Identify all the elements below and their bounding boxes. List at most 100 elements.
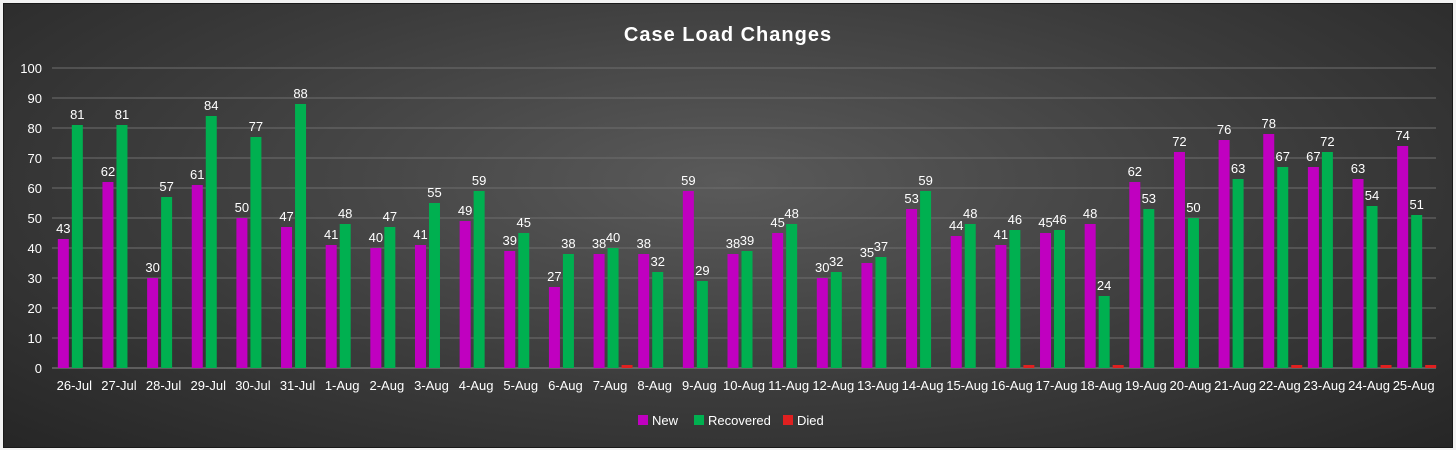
data-label-new: 63 xyxy=(1351,161,1365,176)
bar-recovered xyxy=(1277,167,1289,368)
bar-new xyxy=(1129,182,1141,368)
data-label-recovered: 59 xyxy=(472,173,486,188)
bar-recovered xyxy=(786,224,798,368)
bar-new xyxy=(414,245,426,368)
y-tick-label: 70 xyxy=(28,151,42,166)
data-label-new: 78 xyxy=(1262,116,1276,131)
legend-swatch-recovered xyxy=(694,415,704,425)
bar-recovered xyxy=(1366,206,1378,368)
bar-new xyxy=(548,287,560,368)
data-label-recovered: 57 xyxy=(159,179,173,194)
data-label-recovered: 63 xyxy=(1231,161,1245,176)
bar-recovered xyxy=(562,254,574,368)
bar-recovered xyxy=(339,224,351,368)
data-label-new: 76 xyxy=(1217,122,1231,137)
x-tick-label: 1-Aug xyxy=(325,378,360,393)
bar-new xyxy=(1218,140,1230,368)
data-label-new: 45 xyxy=(770,215,784,230)
data-label-new: 67 xyxy=(1306,149,1320,164)
legend-label-new: New xyxy=(652,413,679,428)
x-tick-label: 11-Aug xyxy=(768,378,809,393)
x-tick-label: 17-Aug xyxy=(1036,378,1078,393)
bar-recovered xyxy=(1321,152,1333,368)
x-tick-label: 7-Aug xyxy=(593,378,628,393)
x-tick-label: 26-Jul xyxy=(57,378,93,393)
data-label-new: 38 xyxy=(592,236,606,251)
y-tick-label: 30 xyxy=(28,271,42,286)
y-tick-label: 10 xyxy=(28,331,42,346)
bar-recovered xyxy=(473,191,485,368)
data-label-new: 49 xyxy=(458,203,472,218)
data-label-recovered: 48 xyxy=(784,206,798,221)
data-label-recovered: 37 xyxy=(874,239,888,254)
data-label-recovered: 24 xyxy=(1097,278,1111,293)
data-label-new: 47 xyxy=(279,209,293,224)
data-label-new: 30 xyxy=(145,260,159,275)
bar-new xyxy=(1352,179,1364,368)
data-label-recovered: 55 xyxy=(427,185,441,200)
legend-label-recovered: Recovered xyxy=(708,413,771,428)
x-tick-label: 24-Aug xyxy=(1348,378,1390,393)
data-label-recovered: 45 xyxy=(517,215,531,230)
bar-new xyxy=(191,185,203,368)
bar-recovered xyxy=(652,272,664,368)
bar-died xyxy=(1380,365,1392,368)
bar-new xyxy=(1263,134,1275,368)
data-label-recovered: 53 xyxy=(1142,191,1156,206)
x-tick-label: 9-Aug xyxy=(682,378,717,393)
data-label-recovered: 47 xyxy=(383,209,397,224)
bar-new xyxy=(995,245,1007,368)
bar-new xyxy=(1397,146,1409,368)
bar-new xyxy=(1084,224,1096,368)
data-label-recovered: 29 xyxy=(695,263,709,278)
bar-died xyxy=(1425,365,1437,368)
x-tick-label: 5-Aug xyxy=(503,378,538,393)
data-label-recovered: 40 xyxy=(606,230,620,245)
x-tick-label: 27-Jul xyxy=(101,378,137,393)
bar-recovered xyxy=(830,272,842,368)
data-label-new: 61 xyxy=(190,167,204,182)
data-label-recovered: 67 xyxy=(1276,149,1290,164)
bar-recovered xyxy=(161,197,173,368)
y-tick-label: 90 xyxy=(28,91,42,106)
bar-new xyxy=(727,254,739,368)
x-tick-label: 13-Aug xyxy=(857,378,899,393)
bar-new xyxy=(325,245,337,368)
y-tick-label: 80 xyxy=(28,121,42,136)
bar-new xyxy=(147,278,159,368)
x-tick-label: 28-Jul xyxy=(146,378,182,393)
x-tick-label: 12-Aug xyxy=(812,378,854,393)
bar-recovered xyxy=(518,233,530,368)
data-label-new: 62 xyxy=(1128,164,1142,179)
bar-recovered xyxy=(1232,179,1244,368)
y-tick-label: 0 xyxy=(35,361,42,376)
bar-new xyxy=(459,221,471,368)
y-tick-label: 20 xyxy=(28,301,42,316)
bar-recovered xyxy=(696,281,708,368)
bar-died xyxy=(1023,365,1035,368)
bar-recovered xyxy=(1054,230,1066,368)
data-label-recovered: 81 xyxy=(115,107,129,122)
x-tick-label: 4-Aug xyxy=(459,378,494,393)
data-label-new: 48 xyxy=(1083,206,1097,221)
x-tick-label: 18-Aug xyxy=(1080,378,1122,393)
data-label-new: 27 xyxy=(547,269,561,284)
data-label-recovered: 51 xyxy=(1409,197,1423,212)
y-tick-label: 50 xyxy=(28,211,42,226)
data-label-new: 41 xyxy=(994,227,1008,242)
data-label-recovered: 46 xyxy=(1008,212,1022,227)
data-label-recovered: 77 xyxy=(249,119,263,134)
bar-new xyxy=(772,233,784,368)
data-label-recovered: 88 xyxy=(293,86,307,101)
data-label-new: 74 xyxy=(1395,128,1409,143)
bar-recovered xyxy=(295,104,307,368)
bar-chart: Case Load Changes 0 10 20 30 40 50 60 70 80 90 100 4… xyxy=(20,24,1437,428)
data-label-new: 43 xyxy=(56,221,70,236)
bar-died xyxy=(1291,365,1303,368)
data-label-new: 38 xyxy=(726,236,740,251)
bar-new xyxy=(1173,152,1185,368)
bar-new xyxy=(816,278,828,368)
data-label-new: 50 xyxy=(235,200,249,215)
bar-recovered xyxy=(964,224,976,368)
